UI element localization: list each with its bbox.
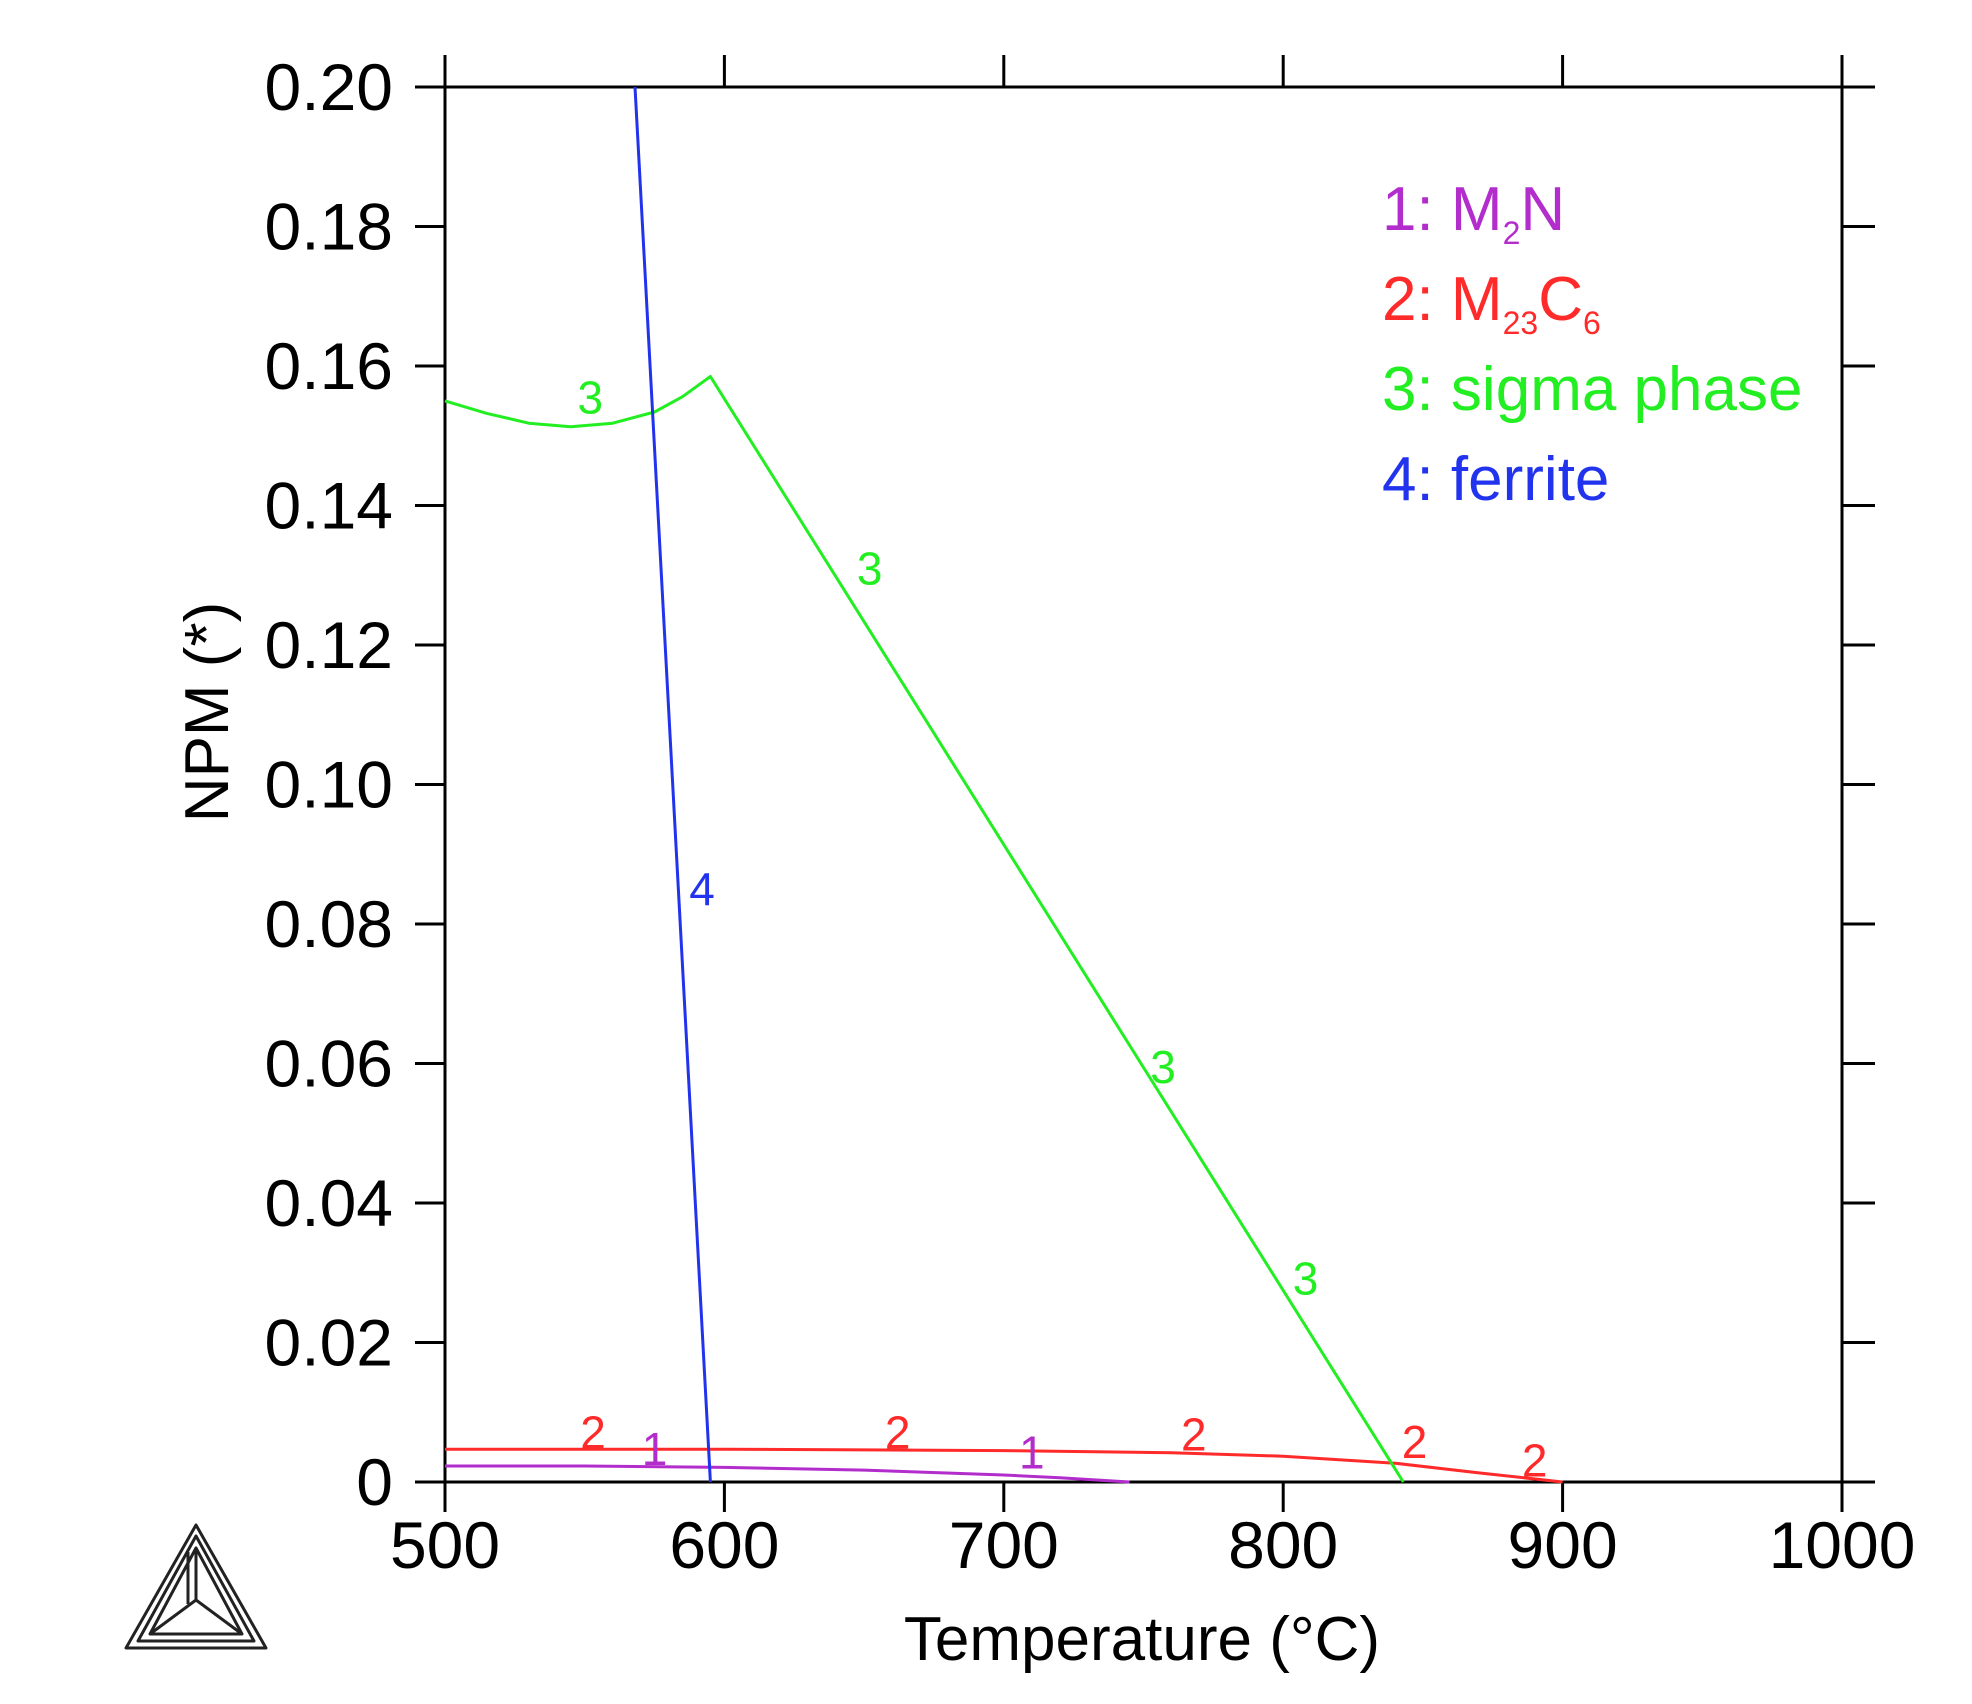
x-axis-title: Temperature (°C) xyxy=(904,1605,1380,1674)
curve-label-2: 2 xyxy=(1181,1409,1207,1461)
curve-label-3: 3 xyxy=(857,542,883,594)
y-tick-label: 0.20 xyxy=(265,50,393,124)
x-tick-label: 600 xyxy=(669,1508,779,1582)
x-tick-label: 800 xyxy=(1228,1508,1338,1582)
legend-item-2: 2: M23C6 xyxy=(1382,265,1601,341)
axis-ticks xyxy=(415,55,1875,1512)
y-tick-label: 0.10 xyxy=(265,748,393,822)
y-tick-label: 0 xyxy=(356,1445,393,1519)
y-tick-label: 0.08 xyxy=(265,887,393,961)
series-line-3 xyxy=(444,375,1405,1483)
legend-item-3: 3: sigma phase xyxy=(1382,355,1802,424)
legend-item-4: 4: ferrite xyxy=(1382,445,1609,514)
x-tick-label: 1000 xyxy=(1769,1508,1916,1582)
curve-label-3: 3 xyxy=(1293,1252,1319,1304)
x-tick-label: 900 xyxy=(1508,1508,1618,1582)
curve-label-2: 2 xyxy=(1402,1416,1428,1468)
series-line-4 xyxy=(633,86,712,1483)
legend-item-1: 1: M2N xyxy=(1382,175,1565,251)
legend: 1: M2N 2: M23C6 3: sigma phase 4: ferrite xyxy=(1382,175,1802,514)
y-tick-label: 0.02 xyxy=(265,1306,393,1380)
curve-label-2: 2 xyxy=(1522,1434,1548,1486)
curve-label-2: 2 xyxy=(580,1406,606,1458)
curve-label-2: 2 xyxy=(885,1406,911,1458)
x-tick-label: 700 xyxy=(949,1508,1059,1582)
x-tick-label: 500 xyxy=(390,1508,500,1582)
y-axis-title: NPM (*) xyxy=(173,602,242,822)
series-layer xyxy=(444,86,1563,1484)
curve-label-3: 3 xyxy=(1150,1041,1176,1093)
curve-label-3: 3 xyxy=(577,371,603,423)
curve-label-1: 1 xyxy=(642,1423,668,1475)
y-tick-label: 0.14 xyxy=(265,469,393,543)
y-tick-label: 0.06 xyxy=(265,1027,393,1101)
curve-label-4: 4 xyxy=(689,863,715,915)
y-tick-label: 0.12 xyxy=(265,608,393,682)
curve-label-1: 1 xyxy=(1019,1427,1045,1479)
series-line-1 xyxy=(445,1464,1130,1484)
y-tick-label: 0.18 xyxy=(265,190,393,264)
series-line-2 xyxy=(445,1447,1563,1484)
y-tick-label: 0.04 xyxy=(265,1166,393,1240)
y-tick-label: 0.16 xyxy=(265,329,393,403)
thermo-calc-logo-icon xyxy=(124,1523,268,1650)
tick-labels: 500 600 700 800 900 1000 0 0.02 0.04 0.06 0.08 0.10… xyxy=(265,50,1916,1582)
